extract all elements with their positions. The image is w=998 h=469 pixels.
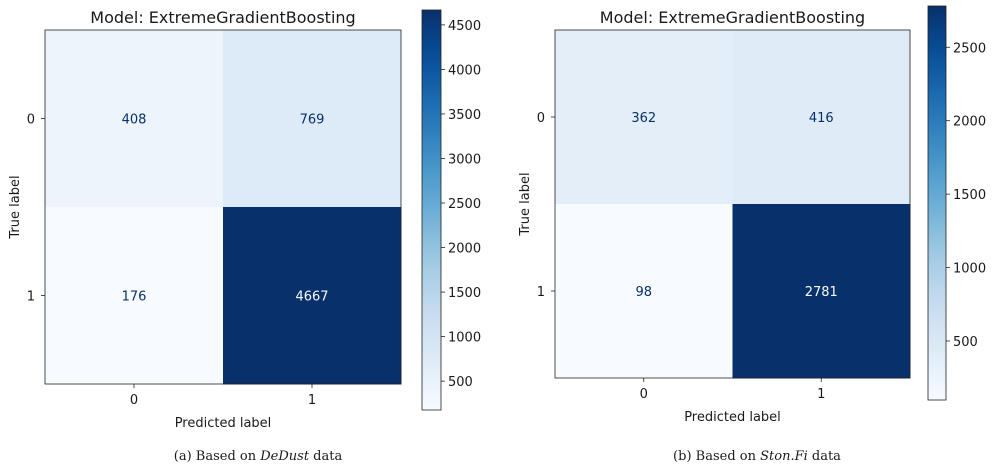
x-tick-label: 1 bbox=[817, 387, 825, 402]
heatmap-cell bbox=[223, 207, 402, 385]
heatmap-cell bbox=[732, 30, 911, 205]
cell-value-label: 2781 bbox=[805, 285, 838, 300]
y-tick-label: 1 bbox=[27, 290, 35, 305]
plot-frame bbox=[554, 29, 911, 379]
colorbar-tick-label: 1500 bbox=[953, 188, 986, 203]
heatmap-cell bbox=[45, 207, 224, 385]
colorbar-tick-label: 500 bbox=[448, 375, 473, 390]
y-axis-label: True label bbox=[8, 175, 23, 239]
cell-value-label: 362 bbox=[631, 111, 656, 126]
colorbar bbox=[421, 9, 442, 411]
subfigure-caption: (b) Based on Ston.Fi data bbox=[673, 449, 841, 464]
caption-dataset: Ston.Fi bbox=[760, 449, 808, 464]
caption-suffix: data bbox=[808, 449, 841, 464]
caption-prefix: (b) Based on bbox=[673, 449, 760, 464]
colorbar-tick-label: 2000 bbox=[448, 242, 481, 257]
colorbar-tick-label: 2500 bbox=[953, 41, 986, 56]
heatmap-cell bbox=[45, 30, 224, 208]
heatmap-cell bbox=[732, 204, 911, 379]
y-tick-label: 1 bbox=[537, 285, 545, 300]
chart-panel-1: Model: ExtremeGradientBoosting 408 769 176 4… bbox=[8, 8, 481, 464]
y-tick-label: 0 bbox=[537, 111, 545, 126]
colorbar-tick-label: 4500 bbox=[448, 19, 481, 34]
x-tick-label: 1 bbox=[308, 393, 316, 408]
cell-value-label: 408 bbox=[122, 113, 147, 128]
y-tick-label: 0 bbox=[27, 113, 35, 128]
colorbar-tick-label: 1500 bbox=[448, 286, 481, 301]
cell-value-label: 4667 bbox=[295, 290, 328, 305]
chart-title: Model: ExtremeGradientBoosting bbox=[90, 8, 355, 27]
y-axis-label: True label bbox=[518, 172, 533, 236]
cell-value-label: 98 bbox=[635, 285, 652, 300]
colorbar-tick-label: 4000 bbox=[448, 63, 481, 78]
colorbar-tick-label: 3500 bbox=[448, 108, 481, 123]
caption-dataset: DeDust bbox=[259, 449, 310, 464]
colorbar-tick-label: 500 bbox=[953, 335, 978, 350]
colorbar-tick-label: 2500 bbox=[448, 197, 481, 212]
x-axis-label: Predicted label bbox=[684, 410, 781, 425]
colorbar-tick-label: 1000 bbox=[953, 262, 986, 277]
cell-value-label: 416 bbox=[809, 111, 834, 126]
x-tick-label: 0 bbox=[130, 393, 138, 408]
x-tick-label: 0 bbox=[640, 387, 648, 402]
chart-panel-2: Model: ExtremeGradientBoosting 362 416 98 27… bbox=[518, 5, 986, 464]
cell-value-label: 176 bbox=[122, 290, 147, 305]
heatmap-cell bbox=[555, 204, 733, 379]
plot-frame bbox=[44, 29, 402, 385]
colorbar-tick-label: 1000 bbox=[448, 331, 481, 346]
colorbar-tick-label: 3000 bbox=[448, 152, 481, 167]
caption-prefix: (a) Based on bbox=[174, 449, 260, 464]
chart-title: Model: ExtremeGradientBoosting bbox=[600, 8, 865, 27]
colorbar bbox=[927, 5, 947, 401]
x-axis-label: Predicted label bbox=[175, 416, 272, 431]
caption-suffix: data bbox=[309, 449, 342, 464]
heatmap-cell bbox=[223, 30, 402, 208]
cell-value-label: 769 bbox=[300, 113, 325, 128]
subfigure-caption: (a) Based on DeDust data bbox=[174, 449, 343, 464]
colorbar-tick-label: 2000 bbox=[953, 115, 986, 130]
heatmap-cell bbox=[555, 30, 733, 205]
